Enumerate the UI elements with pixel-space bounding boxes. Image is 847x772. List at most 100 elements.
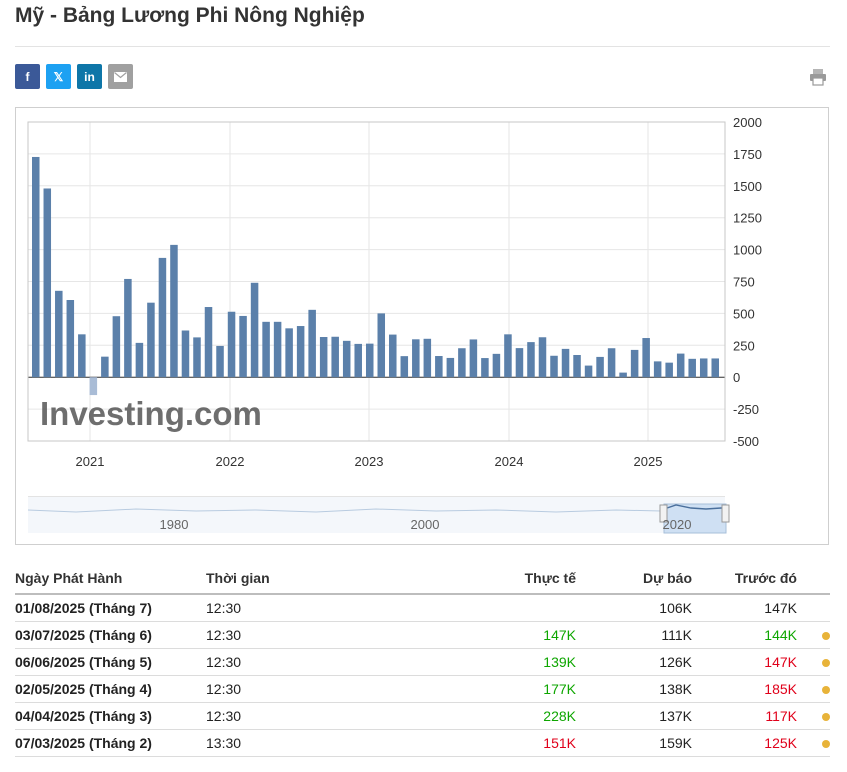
bar[interactable] [607,348,616,378]
bar[interactable] [446,357,455,378]
header-time[interactable]: Thời gian [206,563,426,595]
bar[interactable] [665,362,673,378]
bar[interactable] [158,257,167,378]
bar[interactable] [78,334,86,378]
row-time: 13:30 [206,729,426,757]
bar[interactable] [262,321,270,378]
bar[interactable] [423,338,432,378]
bar[interactable] [204,307,213,378]
bar[interactable] [308,309,316,378]
bar[interactable] [389,334,397,378]
bar[interactable] [135,342,144,378]
bar[interactable] [711,358,719,378]
bar[interactable] [354,343,362,378]
bar[interactable] [32,156,40,378]
bar[interactable] [193,337,201,378]
bar-series [32,156,719,396]
bar[interactable] [699,358,708,378]
bar[interactable] [515,348,524,378]
row-forecast: 159K [576,729,692,757]
row-forecast: 106K [576,594,692,622]
bar[interactable] [538,337,547,378]
bar[interactable] [527,342,535,378]
row-actual: 228K [426,702,576,730]
row-time: 12:30 [206,648,426,676]
header-date[interactable]: Ngày Phát Hành [15,563,206,595]
bar[interactable] [55,290,63,378]
bar[interactable] [342,340,351,378]
facebook-icon: f [25,69,30,84]
header-previous[interactable]: Trước đó [692,563,797,595]
bar[interactable] [561,348,570,378]
bar[interactable] [89,377,98,396]
row-date: 07/03/2025 (Tháng 2) [15,729,206,757]
revision-indicator-dot[interactable] [822,659,830,667]
row-time: 12:30 [206,702,426,730]
release-history-table: Ngày Phát Hành Thời gian Thực tế Dự báo … [15,563,830,757]
watermark: Investing.com [40,395,262,432]
revision-indicator-dot[interactable] [822,632,830,640]
twitter-share-button[interactable]: 𝕏 [46,64,71,89]
bar[interactable] [227,311,236,378]
navigator-tick-label: 2000 [411,517,440,532]
bar[interactable] [331,336,339,378]
linkedin-share-button[interactable]: in [77,64,102,89]
bar[interactable] [676,353,685,378]
title-divider [15,46,830,47]
bar[interactable] [377,313,386,378]
header-forecast[interactable]: Dự báo [576,563,692,595]
bar[interactable] [250,282,259,378]
bar[interactable] [630,349,639,378]
bar[interactable] [66,300,75,378]
bar[interactable] [481,358,489,378]
bar[interactable] [504,334,512,378]
bar[interactable] [400,356,409,378]
bar[interactable] [112,316,121,378]
bar[interactable] [688,358,696,378]
header-actual[interactable]: Thực tế [426,563,576,595]
bar[interactable] [101,356,109,378]
bar[interactable] [573,354,581,378]
facebook-share-button[interactable]: f [15,64,40,89]
bar[interactable] [365,343,374,378]
navigator-right-handle[interactable] [721,504,730,523]
row-previous: 147K [692,594,797,622]
bar[interactable] [296,326,305,378]
bar[interactable] [412,339,420,378]
bar[interactable] [550,355,558,378]
print-icon[interactable] [808,67,828,87]
table-row: 06/06/2025 (Tháng 5) 12:30 139K 126K 147K [15,648,830,676]
bar[interactable] [458,348,466,378]
bar[interactable] [216,345,224,378]
x-tick-label: 2021 [76,454,105,469]
revision-indicator-dot[interactable] [822,686,830,694]
row-time: 12:30 [206,594,426,622]
bar[interactable] [469,339,478,378]
bar[interactable] [619,372,627,378]
bar[interactable] [43,188,52,378]
bar[interactable] [653,361,662,378]
bar[interactable] [124,278,132,378]
bar[interactable] [319,337,328,378]
bar[interactable] [239,315,247,378]
revision-indicator-dot[interactable] [822,740,830,748]
table-row: 07/03/2025 (Tháng 2) 13:30 151K 159K 125K [15,729,830,757]
bar[interactable] [285,328,293,378]
bar[interactable] [584,365,593,378]
row-forecast: 111K [576,621,692,649]
revision-indicator-dot[interactable] [822,713,830,721]
navigator-left-handle[interactable] [659,504,668,523]
row-actual: 151K [426,729,576,757]
bar[interactable] [181,330,190,378]
row-previous: 125K [692,729,797,757]
bar[interactable] [596,356,604,378]
bar[interactable] [642,338,650,378]
bar[interactable] [147,302,155,378]
bar[interactable] [435,356,443,378]
x-tick-label: 2022 [216,454,245,469]
bar[interactable] [492,353,501,378]
bar[interactable] [170,244,178,378]
watermark-text: Investing.com [40,395,262,432]
bar[interactable] [273,321,282,378]
email-share-button[interactable] [108,64,133,89]
